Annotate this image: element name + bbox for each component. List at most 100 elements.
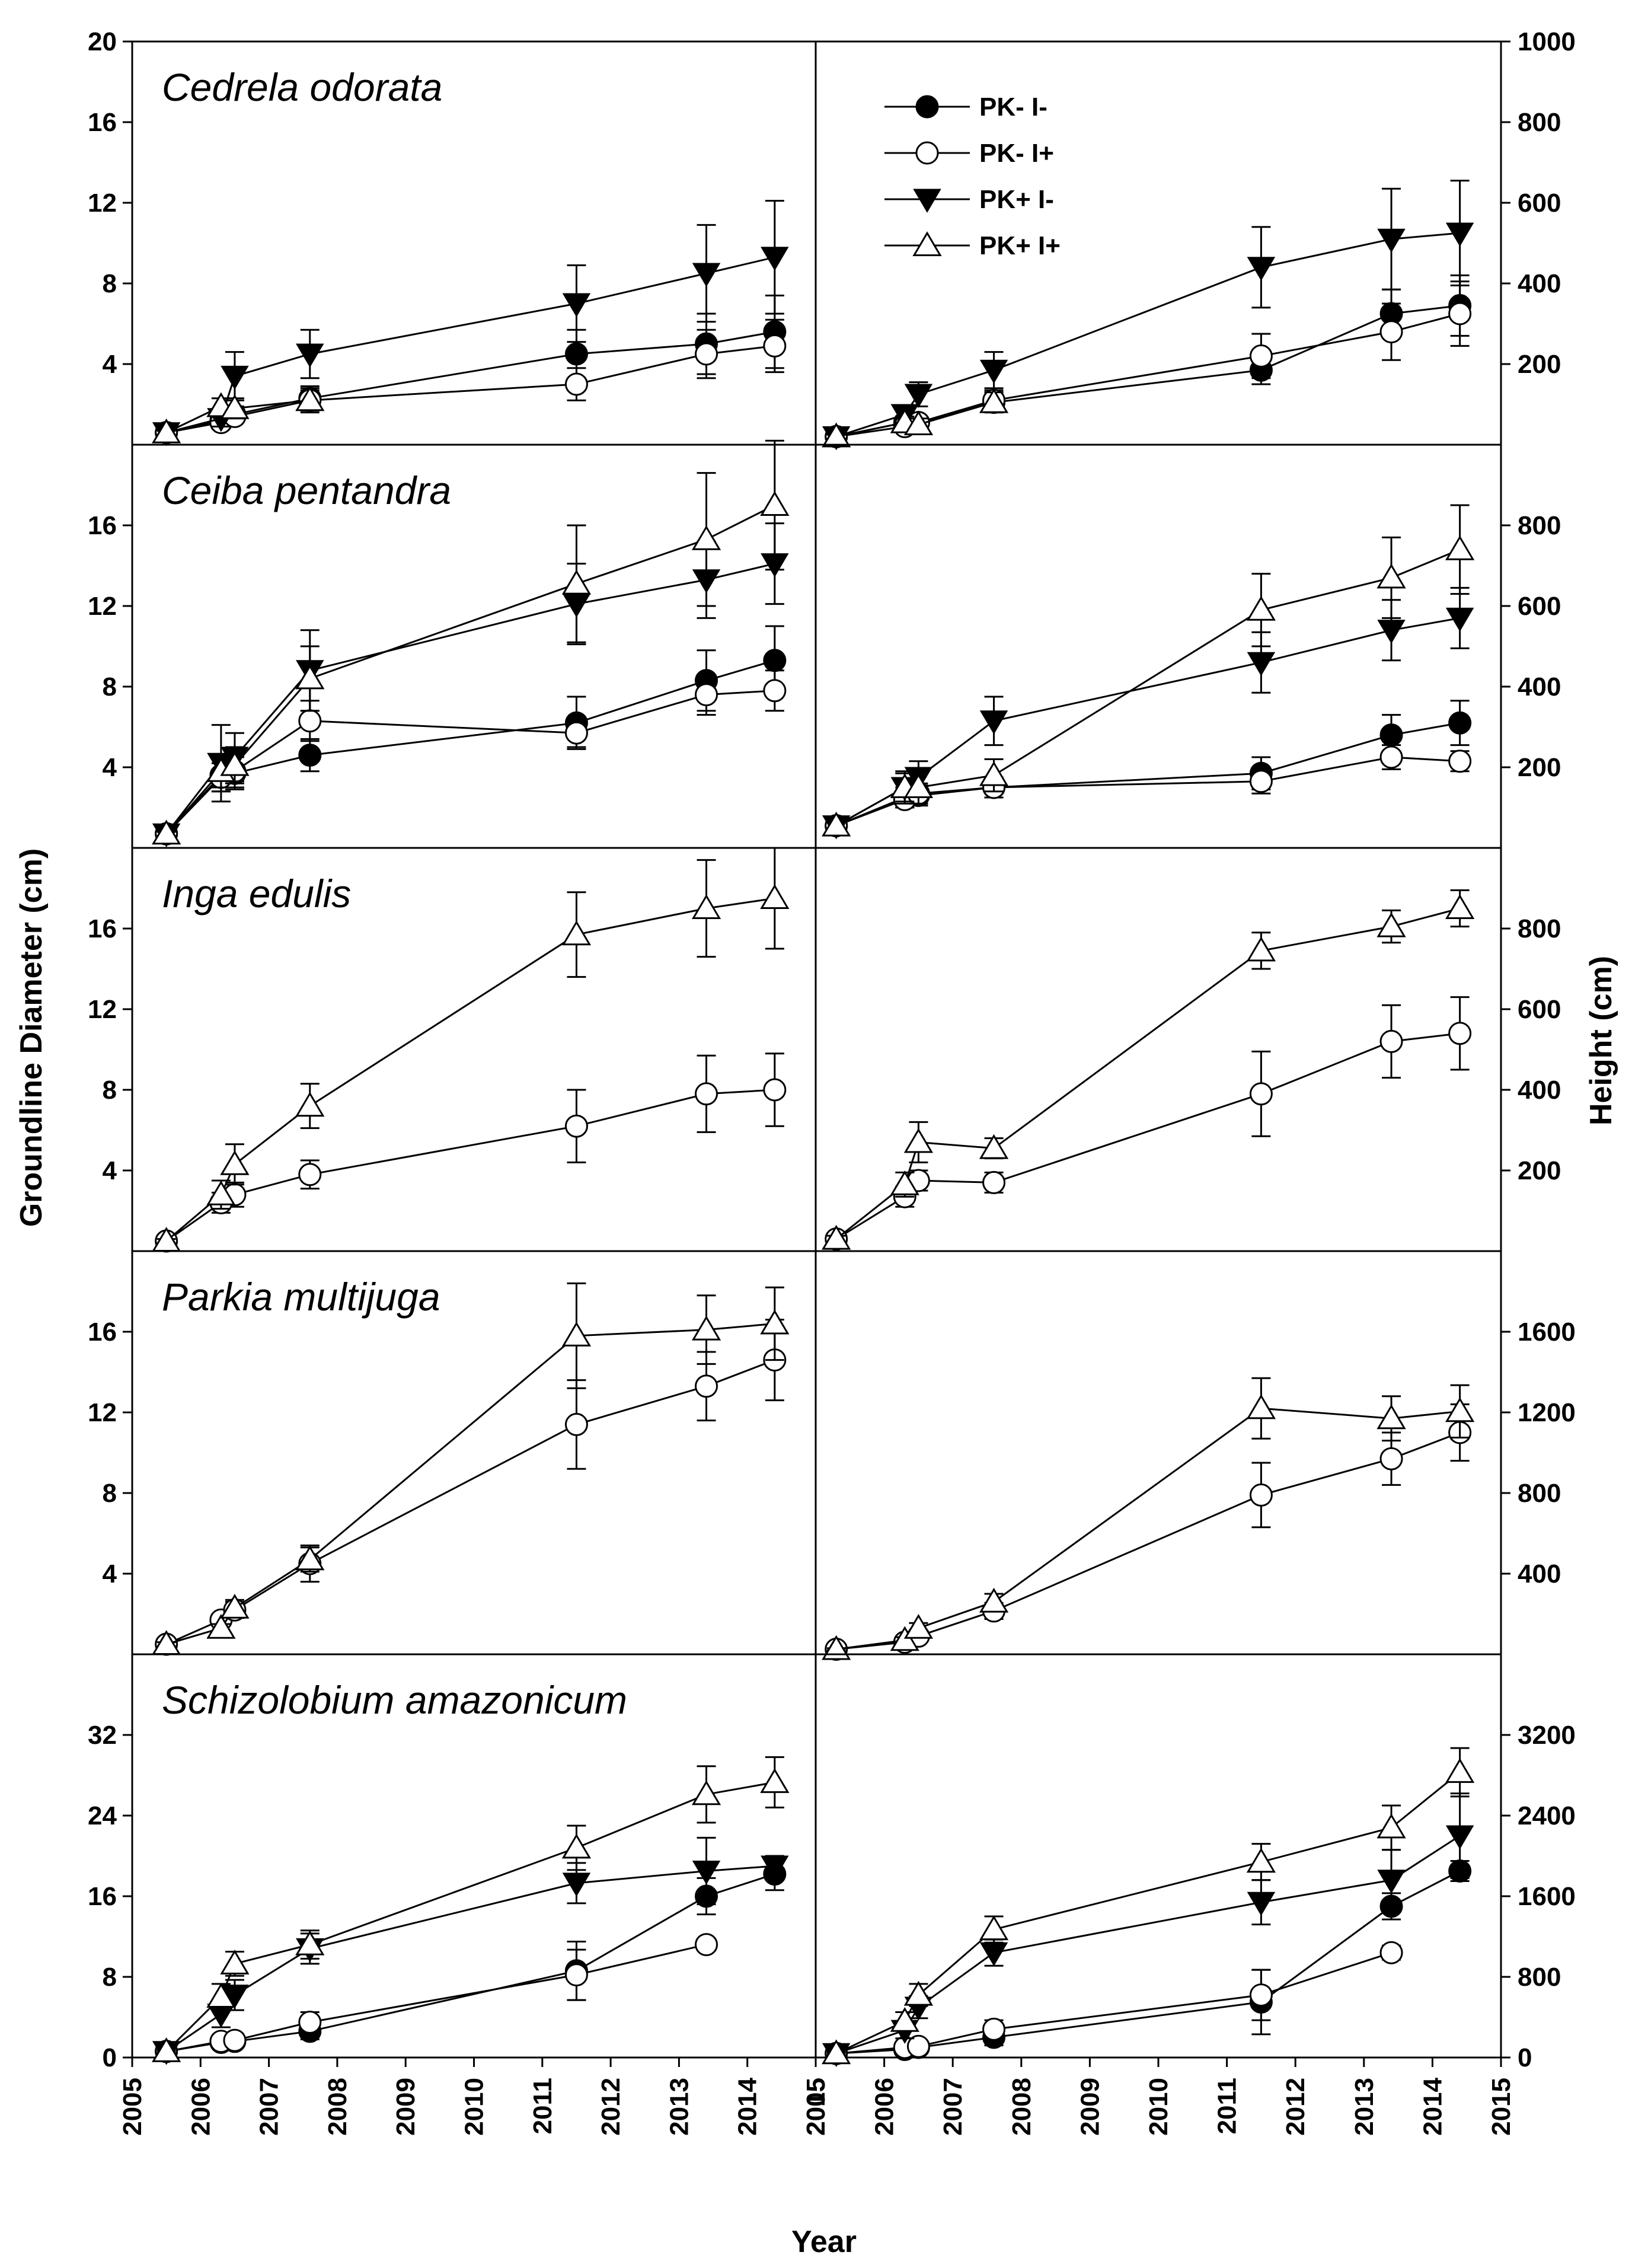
x-tick-label: 2009 <box>1075 2078 1104 2136</box>
x-tick-label: 2011 <box>528 2078 557 2134</box>
y-tick-label-left: 4 <box>103 350 117 379</box>
figure-background <box>0 0 1648 2268</box>
x-tick-label: 2006 <box>870 2078 899 2136</box>
marker-open-circle <box>916 142 938 164</box>
y-tick-label-left: 8 <box>103 1963 117 1992</box>
marker-open-circle <box>696 684 717 706</box>
x-tick-label: 2013 <box>1350 2078 1379 2136</box>
y-tick-label-left: 8 <box>103 1076 117 1105</box>
y-tick-label-left: 32 <box>88 1721 117 1750</box>
x-tick-label: 2014 <box>1418 2077 1447 2135</box>
y-tick-label-right: 3200 <box>1518 1721 1576 1750</box>
legend-label: PK+ I+ <box>979 231 1061 260</box>
legend-label: PK- I- <box>979 92 1047 122</box>
x-tick-label: 2008 <box>323 2078 352 2136</box>
y-tick-label-right: 200 <box>1518 1156 1561 1185</box>
y-tick-label-left: 8 <box>103 1479 117 1508</box>
marker-open-circle <box>1381 747 1402 768</box>
marker-open-circle <box>1381 321 1402 343</box>
marker-filled-circle <box>916 96 938 117</box>
marker-open-circle <box>299 710 321 732</box>
y-tick-label-right: 2400 <box>1518 1801 1576 1830</box>
y-tick-label-right: 1000 <box>1518 27 1576 56</box>
marker-filled-circle <box>1381 725 1402 746</box>
marker-open-circle <box>566 1115 587 1137</box>
marker-filled-circle <box>1449 712 1471 733</box>
marker-filled-circle <box>566 343 587 365</box>
x-tick-label: 2007 <box>255 2078 284 2136</box>
marker-open-circle <box>1250 345 1272 366</box>
marker-open-circle <box>566 1414 587 1435</box>
y-tick-label-left: 0 <box>103 2043 117 2072</box>
legend-label: PK- I+ <box>979 139 1054 168</box>
x-tick-label: 2011 <box>1213 2078 1242 2134</box>
marker-open-circle <box>566 374 587 395</box>
y-tick-label-right: 1600 <box>1518 1882 1576 1911</box>
x-tick-label: 2006 <box>186 2078 215 2136</box>
x-tick-label: 2014 <box>733 2077 762 2135</box>
marker-open-circle <box>983 2018 1005 2040</box>
y-tick-label-left: 12 <box>88 189 117 218</box>
y-tick-label-right: 600 <box>1518 189 1561 218</box>
species-label: Ceiba pentandra <box>162 468 451 512</box>
x-axis-title: Year <box>791 2225 857 2259</box>
y-tick-label-left: 8 <box>103 269 117 298</box>
growth-figure: 48121620Cedrela odorata20040060080010004… <box>0 0 1648 2268</box>
y-tick-label-right: 600 <box>1518 592 1561 621</box>
y-tick-label-left: 20 <box>88 27 117 56</box>
x-tick-label: 2009 <box>391 2078 420 2136</box>
y-tick-label-left: 4 <box>103 1156 117 1185</box>
marker-open-circle <box>1449 303 1471 324</box>
species-label: Inga edulis <box>162 872 351 916</box>
y-tick-label-left: 12 <box>88 1398 117 1427</box>
y-tick-label-right: 1600 <box>1518 1318 1576 1347</box>
y-tick-label-left: 16 <box>88 1318 117 1347</box>
x-tick-label: 2008 <box>1007 2078 1036 2136</box>
marker-open-circle <box>764 1079 785 1100</box>
legend-label: PK+ I- <box>979 185 1054 214</box>
y-tick-label-right: 1200 <box>1518 1398 1576 1427</box>
y-tick-label-left: 16 <box>88 914 117 943</box>
x-tick-label: 2012 <box>596 2078 625 2136</box>
marker-open-circle <box>1449 1023 1471 1044</box>
y-tick-label-right: 400 <box>1518 1076 1561 1105</box>
y-axis-title-left: Groundline Diameter (cm) <box>14 848 49 1227</box>
marker-open-circle <box>1381 1942 1402 1963</box>
x-tick-label: 2010 <box>460 2078 489 2136</box>
x-tick-label: 2005 <box>801 2078 831 2136</box>
marker-filled-circle <box>764 650 785 671</box>
marker-open-circle <box>566 722 587 744</box>
y-tick-label-left: 12 <box>88 592 117 621</box>
x-tick-label: 2005 <box>118 2078 147 2136</box>
species-label: Cedrela odorata <box>162 65 442 109</box>
marker-open-circle <box>224 2030 245 2051</box>
y-tick-label-left: 16 <box>88 1882 117 1911</box>
marker-open-circle <box>696 343 717 365</box>
marker-open-circle <box>1381 1448 1402 1469</box>
marker-open-circle <box>696 1376 717 1397</box>
y-tick-label-right: 600 <box>1518 995 1561 1024</box>
y-tick-label-right: 0 <box>1518 2043 1532 2072</box>
y-tick-label-left: 12 <box>88 995 117 1024</box>
x-tick-label: 2007 <box>938 2078 967 2136</box>
marker-open-circle <box>1381 1031 1402 1052</box>
marker-open-circle <box>696 1934 717 1956</box>
marker-filled-circle <box>299 745 321 766</box>
y-tick-label-right: 800 <box>1518 1479 1561 1508</box>
marker-open-circle <box>1449 751 1471 772</box>
marker-open-circle <box>696 1083 717 1105</box>
y-tick-label-right: 800 <box>1518 108 1561 137</box>
species-label: Schizolobium amazonicum <box>162 1678 627 1722</box>
x-tick-label: 2013 <box>665 2078 694 2136</box>
y-tick-label-right: 400 <box>1518 269 1561 298</box>
marker-open-circle <box>1250 771 1272 792</box>
y-tick-label-right: 800 <box>1518 1963 1561 1992</box>
y-tick-label-right: 200 <box>1518 753 1561 782</box>
y-tick-label-right: 200 <box>1518 350 1561 379</box>
x-tick-label: 2010 <box>1144 2078 1173 2136</box>
x-tick-label: 2012 <box>1281 2078 1310 2136</box>
y-tick-label-left: 16 <box>88 108 117 137</box>
y-axis-title-right: Height (cm) <box>1584 956 1618 1125</box>
y-tick-label-right: 400 <box>1518 672 1561 701</box>
x-tick-label: 2015 <box>1487 2078 1516 2136</box>
